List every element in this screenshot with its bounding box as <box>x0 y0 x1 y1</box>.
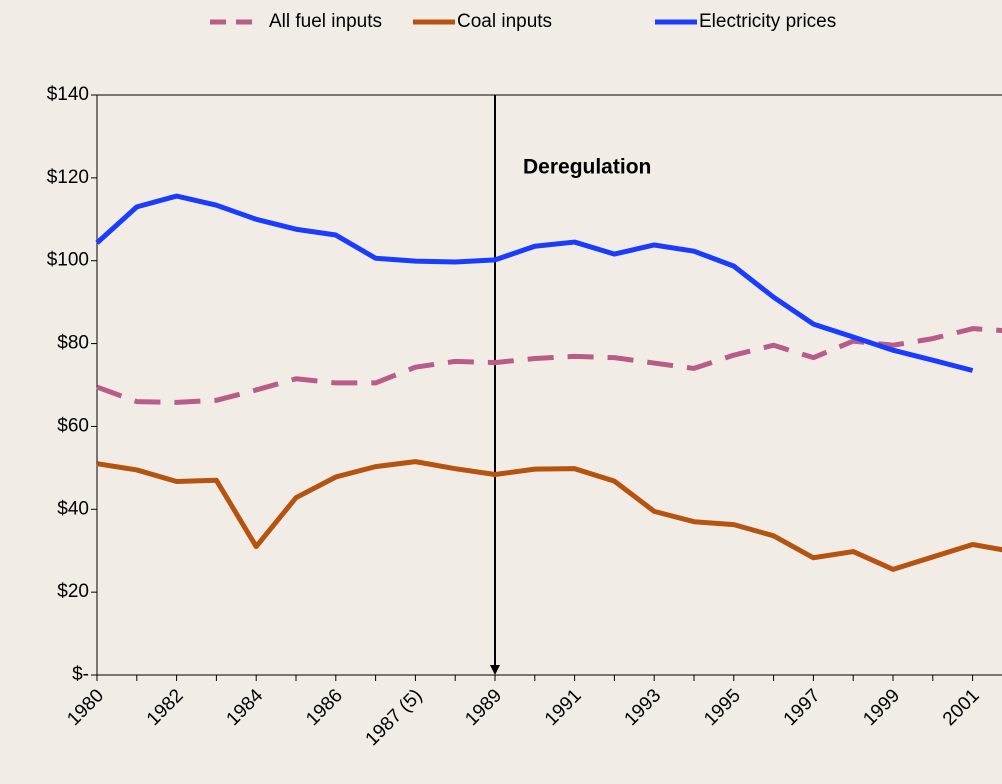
y-tick-label: $- <box>72 664 89 685</box>
y-tick-label: $20 <box>57 581 89 602</box>
legend-label: Electricity prices <box>699 11 836 32</box>
x-tick-label: 1995 <box>700 685 745 730</box>
y-tick-label: $140 <box>47 84 89 105</box>
y-tick-label: $100 <box>47 250 89 271</box>
x-tick-label: 1986 <box>302 685 347 730</box>
y-tick-label: $120 <box>47 167 89 188</box>
x-tick-label: 1999 <box>859 685 904 730</box>
x-tick-label: 1991 <box>541 685 586 730</box>
x-tick-label: 1997 <box>780 685 825 730</box>
x-tick-label: 1984 <box>223 685 268 730</box>
series-line <box>96 459 1002 572</box>
y-tick-label: $80 <box>57 333 89 354</box>
y-tick-label: $60 <box>57 415 89 436</box>
x-tick-label: 1980 <box>63 685 108 730</box>
x-tick-label: 1993 <box>621 685 666 730</box>
x-tick-label: 1987 (5) <box>362 685 427 750</box>
series-line <box>95 193 974 373</box>
x-tick-label: 1982 <box>143 685 188 730</box>
y-tick-label: $40 <box>57 498 89 519</box>
annotation-arrowhead <box>490 665 500 675</box>
legend-label: All fuel inputs <box>269 11 382 32</box>
annotation: Deregulation <box>523 156 651 179</box>
x-tick-label: 2001 <box>939 685 984 730</box>
x-tick-label: 1989 <box>461 685 506 730</box>
legend-label: Coal inputs <box>457 11 552 32</box>
